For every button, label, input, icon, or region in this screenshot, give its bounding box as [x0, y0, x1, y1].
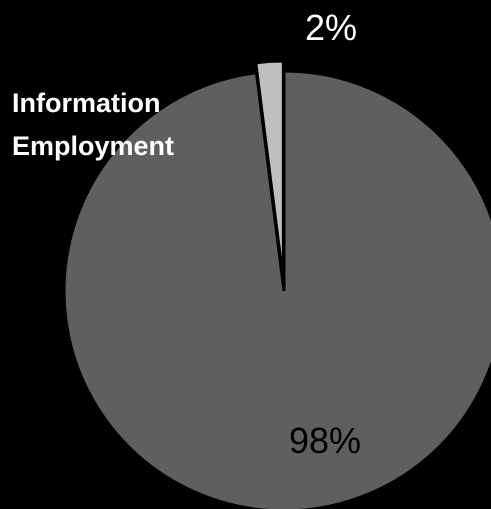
pie-slice-2 — [62, 69, 491, 509]
chart-title-line-2: Employment — [12, 131, 174, 161]
chart-title-line-1: Information — [12, 88, 161, 118]
pie-labels: 2% 98% — [289, 7, 361, 461]
pie-slice-label-1: 2% — [305, 7, 357, 48]
pie-slice-label-2: 98% — [289, 420, 361, 461]
pie-slices — [62, 59, 491, 509]
